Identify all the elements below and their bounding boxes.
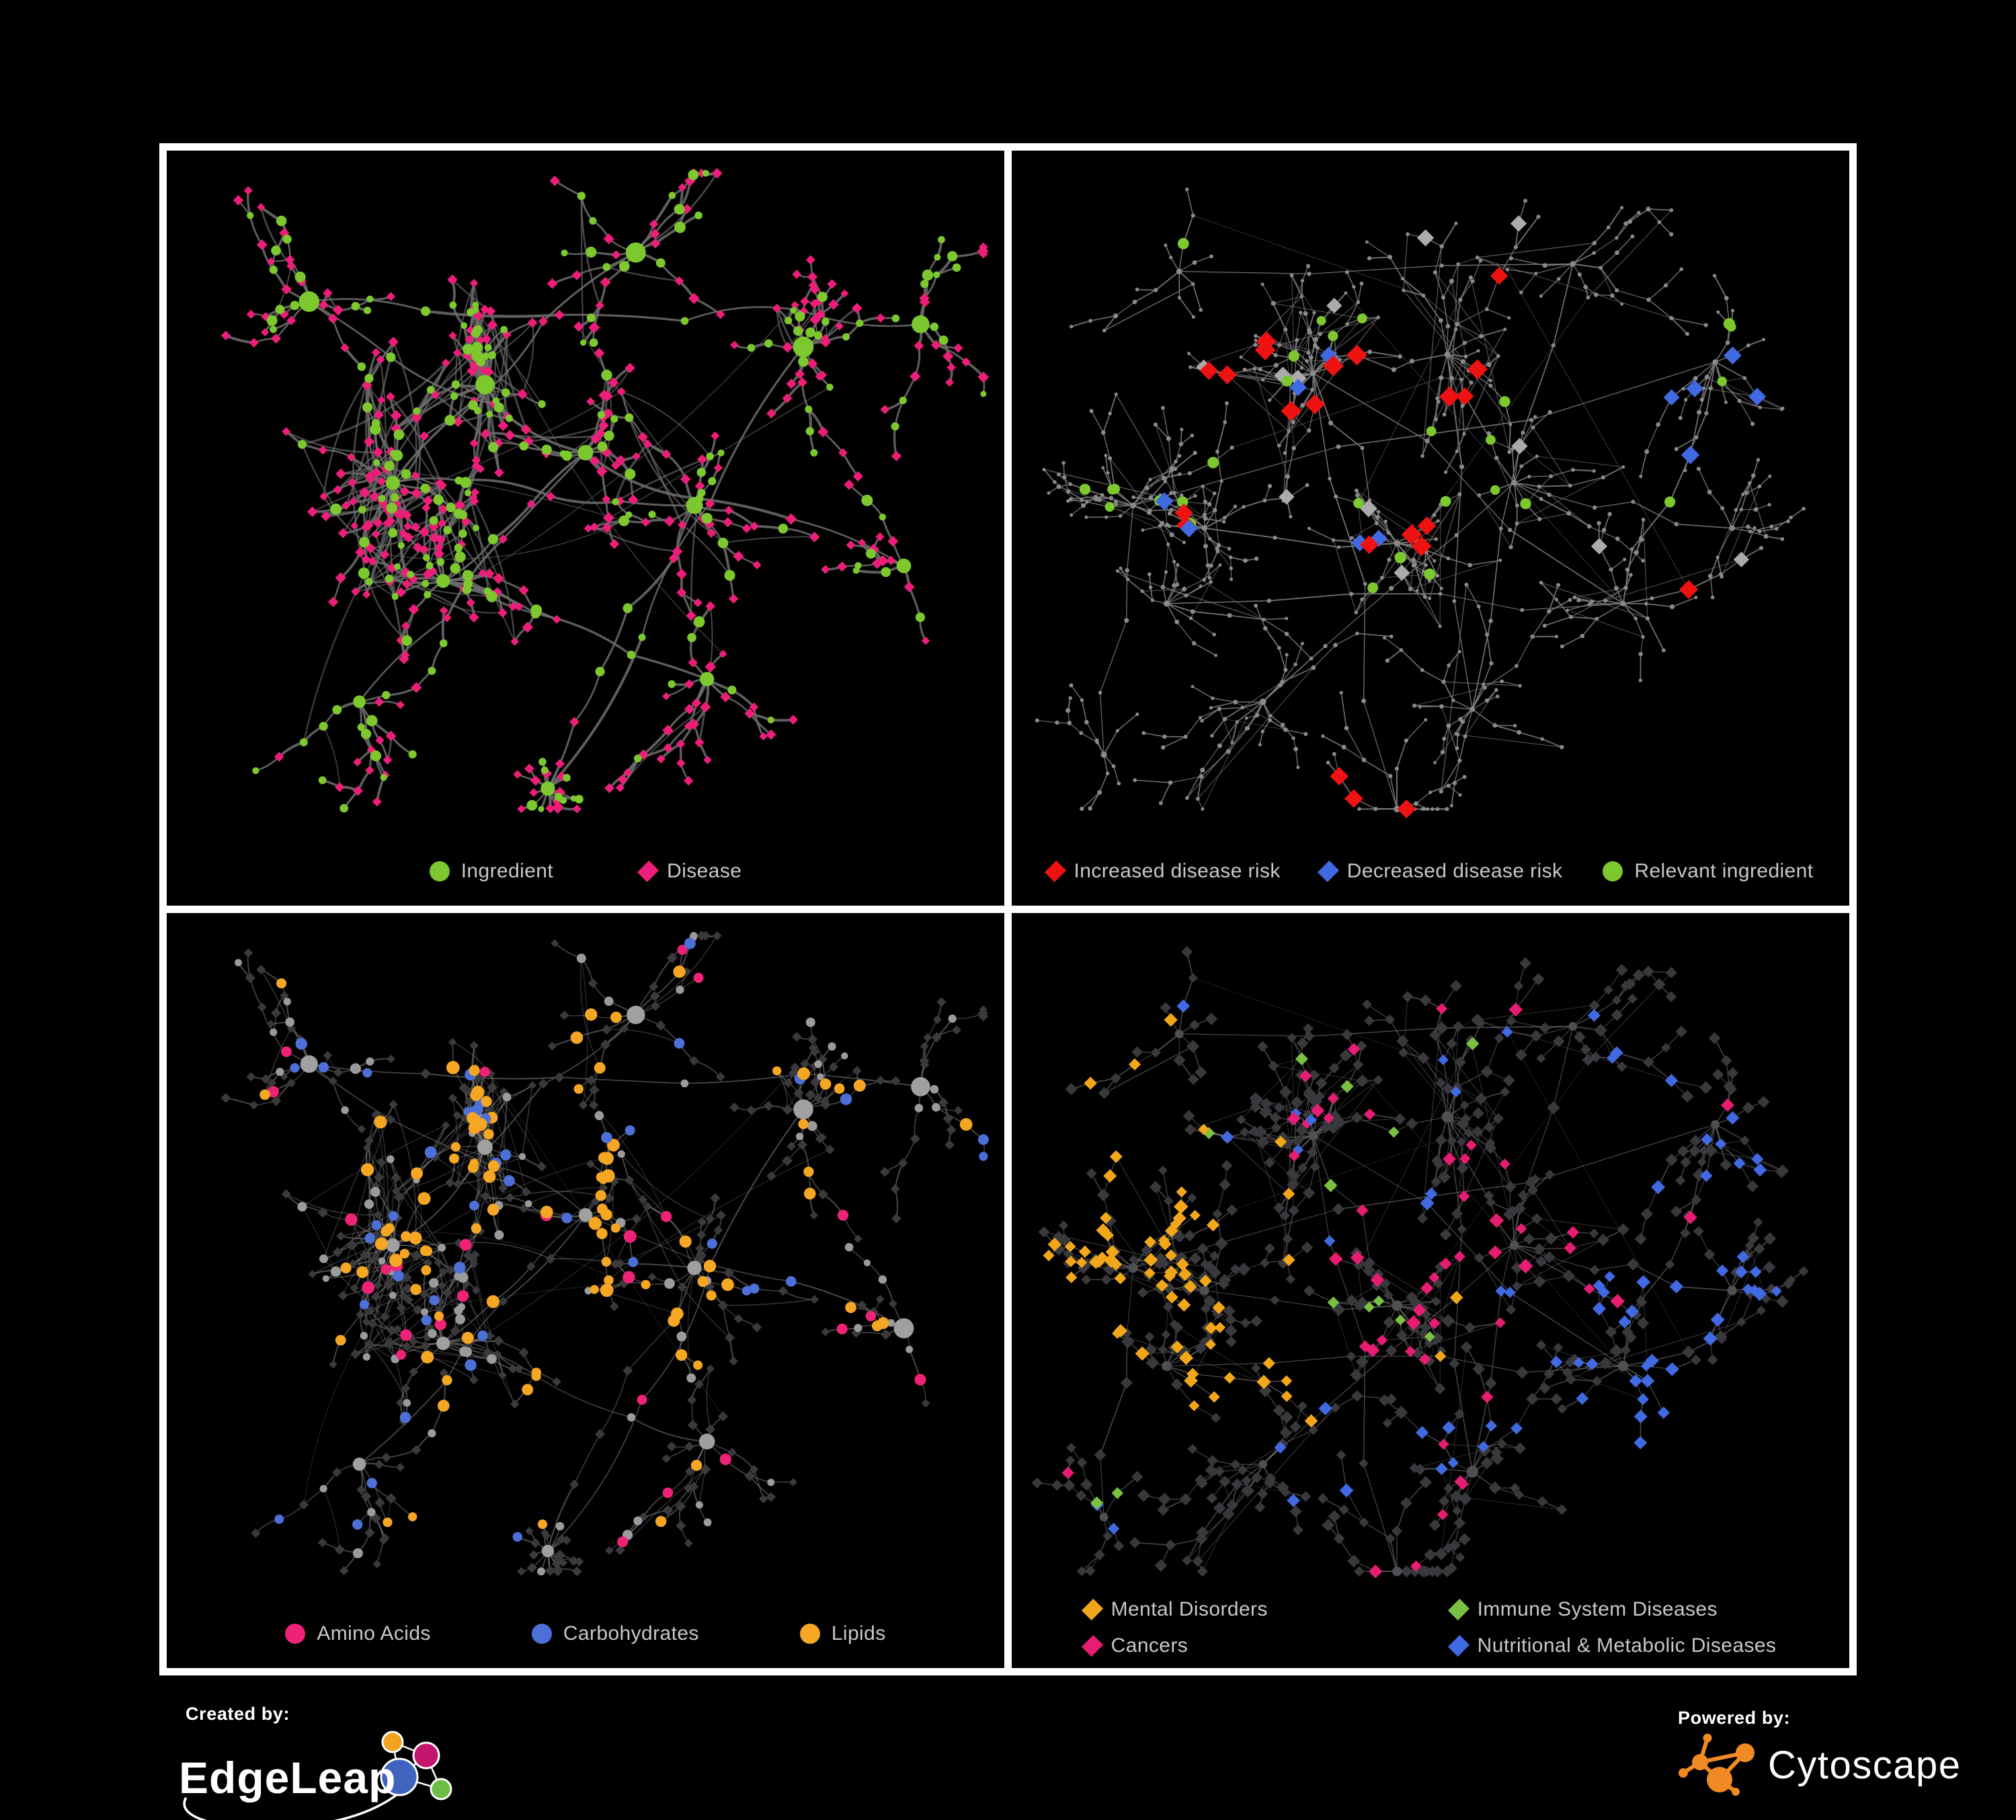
legend-item-amino-acids: Amino Acids (285, 1622, 430, 1645)
nodes-layer (220, 168, 990, 814)
legend-nutrient-classes: Amino Acids Carbohydrates Lipids (167, 1622, 1004, 1645)
legend-label-disease: Disease (667, 860, 742, 882)
panel-disease-classes: Mental Disorders Immune System Diseases … (1012, 913, 1849, 1668)
edgeleap-node-green (430, 1778, 452, 1801)
edgeleap-credit: Created by: EdgeLeap (176, 1704, 492, 1820)
panel-disease-risk: Increased disease risk Decreased disease… (1012, 151, 1849, 906)
network-graph-ingredient-disease (220, 168, 990, 814)
amino-acids-circle-icon (285, 1624, 306, 1644)
decreased-risk-diamond-icon (1317, 860, 1339, 883)
edgeleap-network-icon (380, 1731, 452, 1801)
nutritional-metabolic-diamond-icon (1447, 1634, 1469, 1657)
nodes-layer (1035, 188, 1806, 819)
edgeleap-node-blue (380, 1757, 419, 1796)
legend-disease-risk: Increased disease risk Decreased disease… (1012, 860, 1849, 883)
ingredient-circle-icon (429, 861, 450, 881)
legend-label-lipids: Lipids (831, 1622, 886, 1645)
panel-nutrient-classes: Amino Acids Carbohydrates Lipids (167, 913, 1004, 1668)
legend-item-lipids: Lipids (799, 1622, 886, 1645)
mental-disorders-diamond-icon (1081, 1598, 1103, 1621)
cytoscape-wordmark: Cytoscape (1768, 1743, 1962, 1787)
panel-grid: Ingredient Disease Increased disease ris… (159, 143, 1857, 1675)
legend-label-cancers: Cancers (1111, 1634, 1188, 1657)
network-graph-disease-risk (1035, 188, 1806, 819)
legend-label-amino-acids: Amino Acids (317, 1622, 431, 1645)
legend-item-disease: Disease (637, 860, 742, 883)
panel-ingredient-disease: Ingredient Disease (167, 151, 1004, 906)
cytoscape-credit: Powered by: Cytoscape (1678, 1708, 1962, 1800)
nodes-layer (220, 931, 989, 1577)
legend-label-nutritional-metabolic: Nutritional & Metabolic Diseases (1477, 1634, 1777, 1657)
edgeleap-logo: EdgeLeap (179, 1731, 452, 1820)
legend-label-relevant-ingredient: Relevant ingredient (1634, 860, 1814, 882)
network-graph-nutrient-classes (220, 931, 989, 1577)
edgeleap-wordmark: EdgeLeap (179, 1753, 396, 1803)
increased-risk-diamond-icon (1044, 860, 1066, 883)
powered-by-label: Powered by: (1678, 1708, 1791, 1728)
legend-item-immune-diseases: Immune System Diseases (1447, 1598, 1777, 1621)
legend-item-increased-risk: Increased disease risk (1044, 860, 1281, 883)
cytoscape-logo-icon (1679, 1733, 1755, 1796)
legend-label-ingredient: Ingredient (460, 860, 554, 882)
nodes-layer (1031, 946, 1809, 1579)
legend-label-immune-diseases: Immune System Diseases (1477, 1598, 1718, 1620)
legend-item-decreased-risk: Decreased disease risk (1317, 860, 1563, 883)
cytoscape-lockup: Cytoscape (1678, 1730, 1962, 1800)
legend-disease-classes: Mental Disorders Immune System Diseases … (1012, 1598, 1849, 1657)
carbohydrates-circle-icon (531, 1624, 552, 1644)
legend-item-carbohydrates: Carbohydrates (531, 1622, 699, 1645)
edgeleap-node-orange (381, 1731, 404, 1753)
legend-item-relevant-ingredient: Relevant ingredient (1603, 860, 1813, 883)
edgeleap-swoosh (183, 1781, 411, 1820)
legend-label-decreased-risk: Decreased disease risk (1346, 860, 1563, 882)
legend-item-nutritional-metabolic: Nutritional & Metabolic Diseases (1447, 1634, 1777, 1657)
legend-label-carbohydrates: Carbohydrates (563, 1622, 699, 1645)
lipids-circle-icon (799, 1624, 820, 1644)
legend-label-increased-risk: Increased disease risk (1074, 860, 1281, 882)
relevant-ingredient-circle-icon (1603, 861, 1623, 881)
immune-diseases-diamond-icon (1447, 1598, 1469, 1621)
legend-ingredient-disease: Ingredient Disease (167, 860, 1004, 883)
legend-item-cancers: Cancers (1081, 1634, 1424, 1657)
cancers-diamond-icon (1081, 1634, 1103, 1657)
created-by-label: Created by: (186, 1704, 290, 1724)
legend-label-mental-disorders: Mental Disorders (1111, 1598, 1268, 1620)
legend-item-mental-disorders: Mental Disorders (1081, 1598, 1424, 1621)
legend-item-ingredient: Ingredient (429, 860, 554, 883)
edgeleap-node-magenta (412, 1741, 440, 1770)
network-graph-disease-classes (1031, 946, 1809, 1579)
disease-diamond-icon (637, 860, 659, 883)
